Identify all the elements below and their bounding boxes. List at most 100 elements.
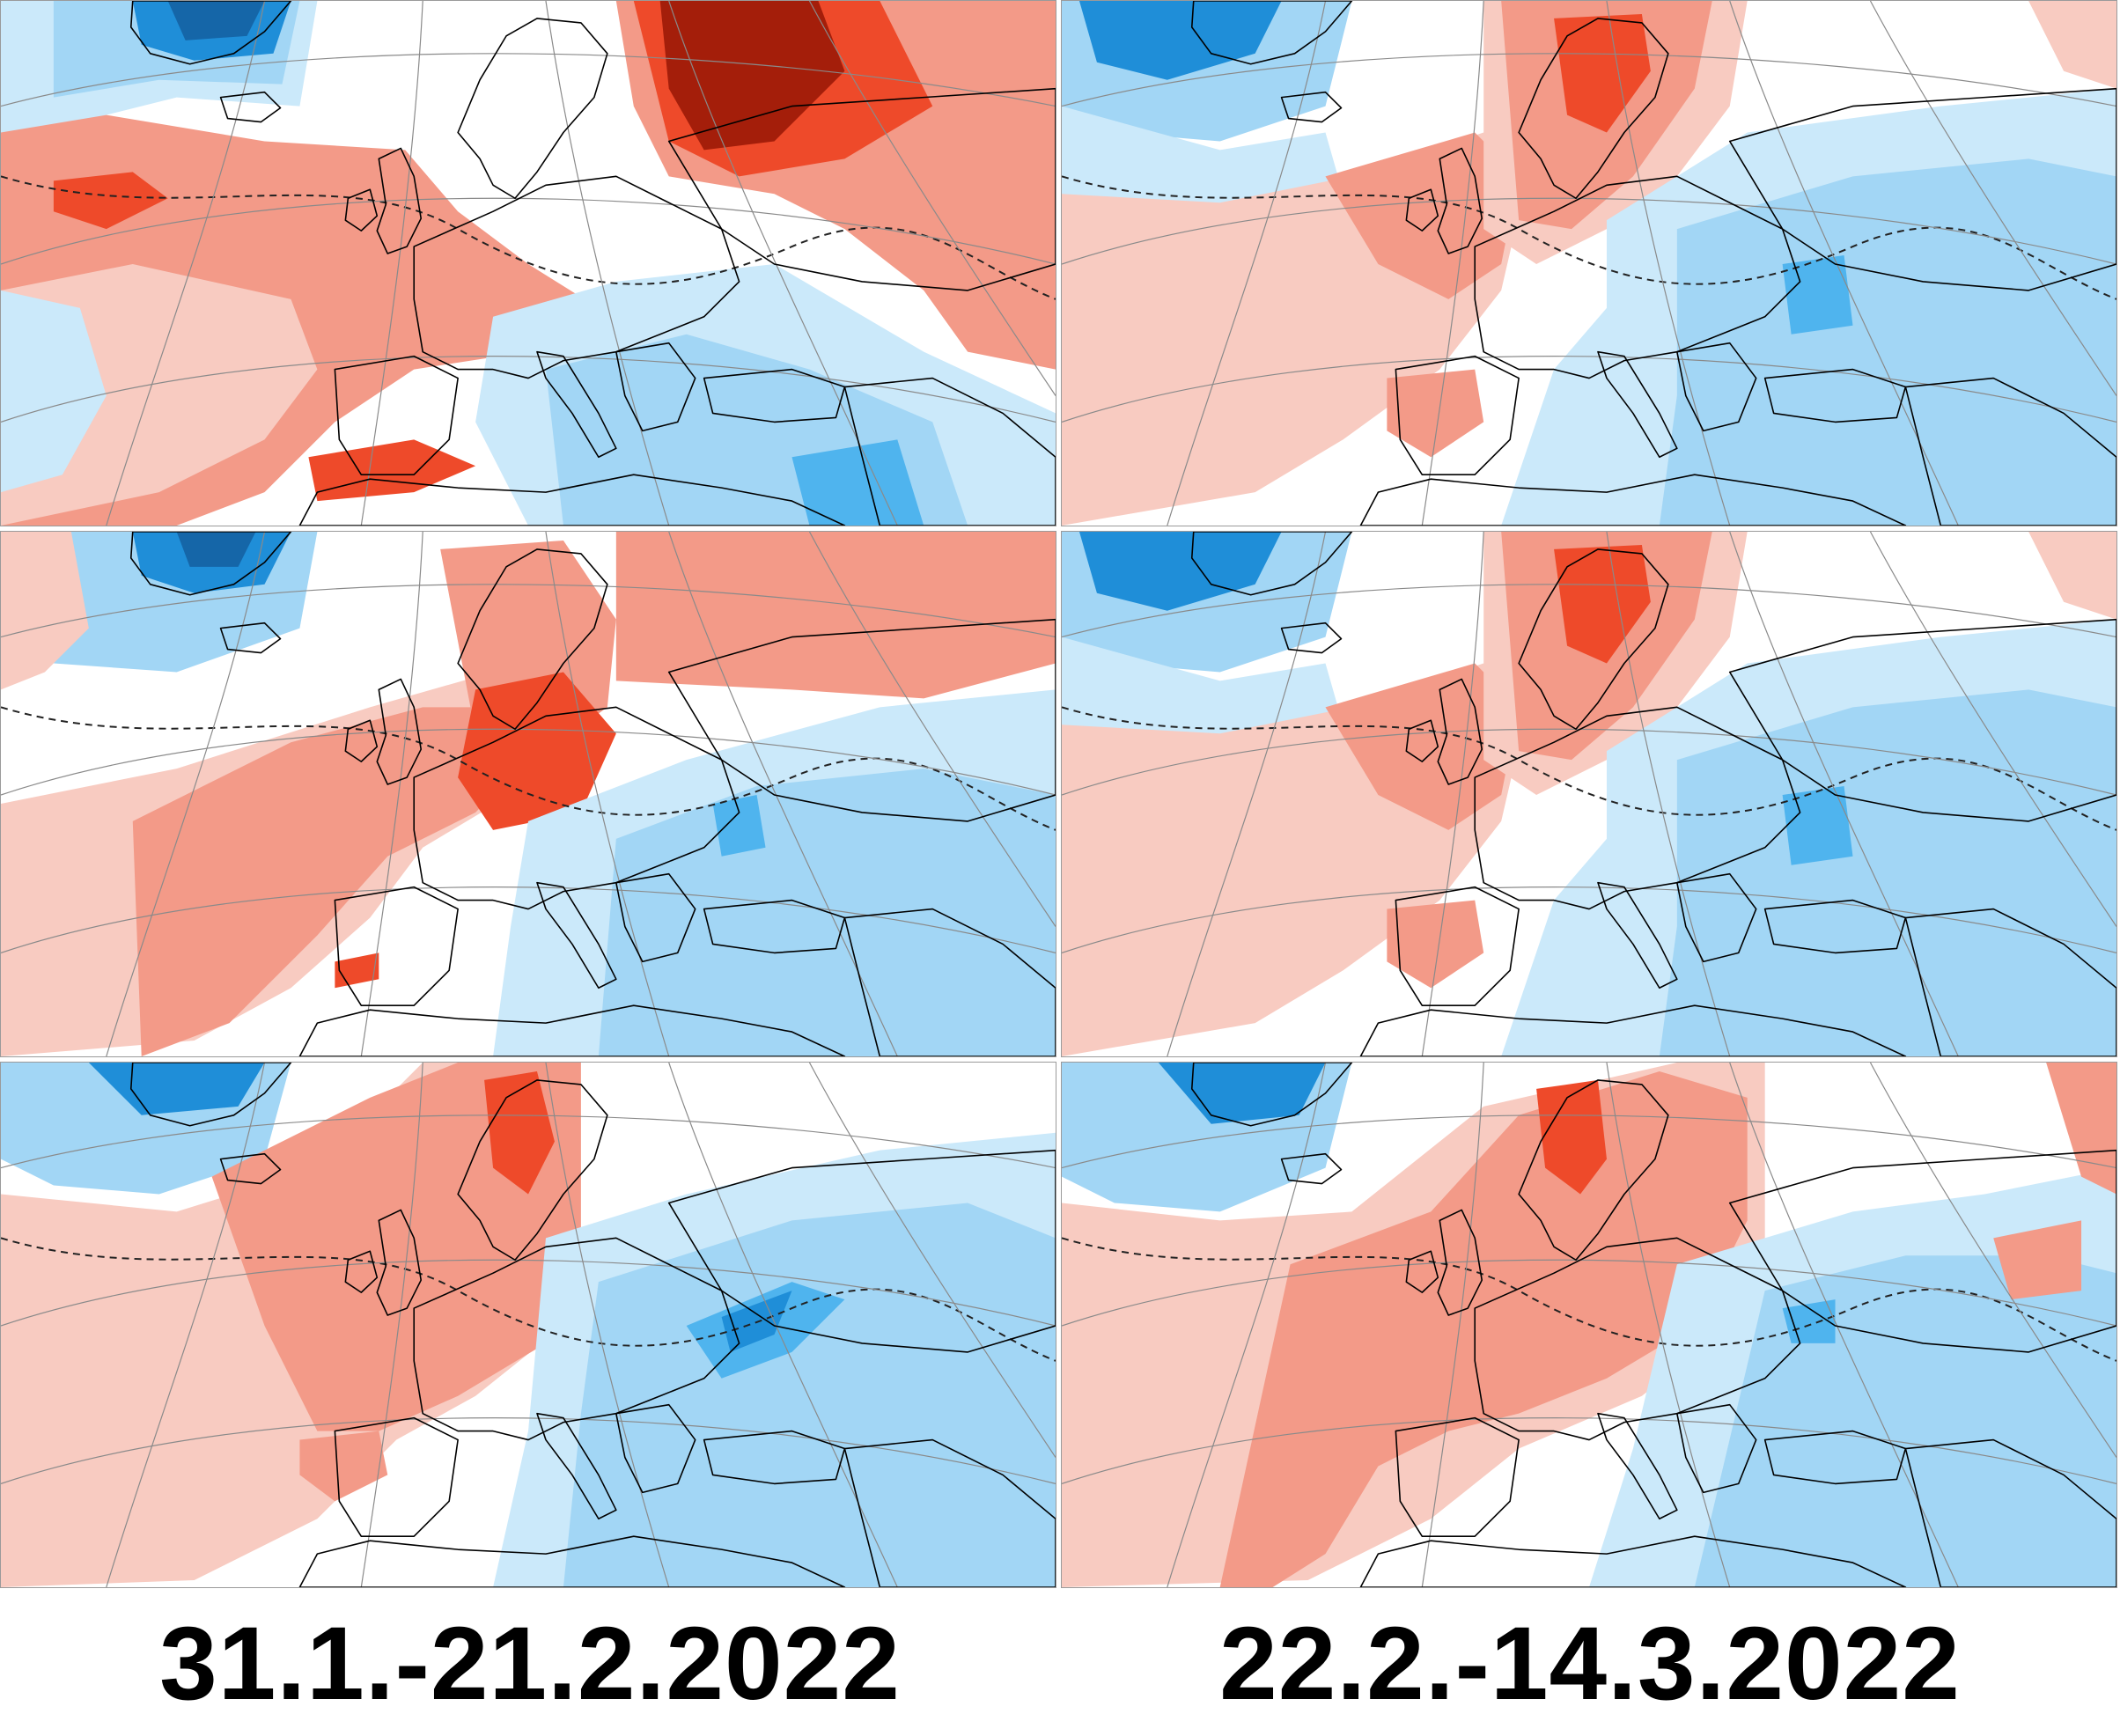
anomaly-region-cool_low [1062,106,1343,221]
anomaly-region-warm_mid [615,532,1056,699]
coastline-greenland [129,1063,292,1127]
coastlines [129,1063,1056,1587]
coastlines [129,1,1056,526]
coastline-greenland [1190,532,1353,596]
anomaly-region-warm_low [1,532,89,690]
anomaly-map-svg [1,532,1056,1056]
anomaly-map-svg [1062,532,2116,1056]
coastline-iceland [219,1152,282,1185]
coastline-turkey [703,899,846,954]
anomaly-region-cool_strong [88,1063,265,1115]
coastline-britain [376,678,423,785]
anomaly-map-row2-left [0,531,1056,1057]
coastline-iceland [219,622,282,654]
coastline-britain [1437,1209,1483,1316]
coastline-europe [1474,706,1801,910]
coastline-italy [1597,350,1678,459]
anomaly-region-cool_high [712,794,766,857]
coastline-russia [667,618,1056,822]
coastline-italy [536,881,617,989]
anomaly-map-svg [1062,1,2116,526]
coastline-britain [1437,147,1483,254]
coastline-scandinavia [1518,548,1669,731]
coastline-europe [1474,175,1801,379]
coastline-balkans [1676,1403,1757,1494]
anomaly-region-warm_mid [1325,663,1520,830]
coastline-iberia [1395,355,1520,475]
anomaly-region-warm_low [2028,1,2116,89]
anomaly-region-warm_mid [299,1431,388,1502]
anomaly-region-cool_deep [176,532,256,567]
coastline-scandinavia [457,548,608,731]
coastline-balkans [615,872,696,963]
coastlines [1190,532,2116,1056]
coastline-italy [1597,1412,1678,1520]
coastline-iberia [1395,1416,1520,1537]
anomaly-region-cool_high [791,439,924,526]
coastline-russia [667,87,1056,291]
coastline-russia [1728,1149,2116,1353]
zero-contour [1,706,1056,831]
anomaly-region-warm_mid [211,1063,581,1431]
coastline-russia [1728,618,2116,822]
coastline-turkey [703,1430,846,1485]
coastline-scandinavia [457,1079,608,1262]
anomaly-region-warm_high [484,1070,555,1195]
anomaly-region-warm_mid [2046,1063,2116,1195]
coastlines [129,532,1056,1056]
anomaly-region-warm_high [1536,1079,1607,1195]
coastline-britain [376,1209,423,1316]
coastline-britain [376,147,423,254]
coastline-iberia [334,886,459,1006]
coastline-europe [413,1237,740,1441]
anomaly-map-row3-right [1061,1062,2117,1588]
coastlines [1190,1063,2116,1587]
anomaly-region-warm_high [335,953,379,989]
coastline-africa [1359,1004,1907,1056]
anomaly-map-row1-right [1061,0,2117,526]
coastline-iceland [219,91,282,123]
coastline-britain [1437,678,1483,785]
coastline-iceland [1280,91,1343,123]
coastline-africa [298,1535,846,1587]
zero-contour [1062,1237,2116,1362]
coastline-russia [1728,87,2116,291]
anomaly-region-warm_mid [132,707,528,1056]
coastline-ireland [1405,719,1439,762]
coastline-europe [413,706,740,910]
period-caption-left: 31.1.-21.2.2022 [159,1606,901,1722]
coastline-scandinavia [1518,18,1669,200]
anomaly-region-warm_strong [659,1,845,151]
coastline-ireland [344,1250,379,1293]
anomaly-shading [1062,1063,2116,1587]
anomaly-region-cool_strong [1158,1063,1326,1124]
coastline-mideast [1904,908,2116,1056]
map-grid [0,0,2117,1588]
coastline-mideast [1904,377,2116,526]
coastline-scandinavia [1518,1079,1669,1262]
coastline-balkans [1676,872,1757,963]
coastline-balkans [1676,342,1757,432]
anomaly-region-warm_mid [1387,900,1484,989]
anomaly-region-warm_mid [1993,1220,2082,1300]
anomaly-map-svg [1,1,1056,526]
coastline-balkans [615,1403,696,1494]
anomaly-region-cool_mid [1659,689,2116,1056]
coastline-turkey [1763,899,1907,954]
coastline-turkey [1763,1430,1907,1485]
graticule [1062,532,2116,1056]
anomaly-region-cool_strong [1078,1,1282,80]
anomaly-region-warm_high [53,172,168,230]
coastline-ireland [1405,1250,1439,1293]
coastline-russia [667,1149,1056,1353]
graticule [1062,1,2116,526]
coastline-scandinavia [457,18,608,200]
anomaly-region-warm_low [2028,532,2116,620]
coastline-africa [1359,474,1907,526]
coastline-mideast [843,908,1056,1056]
anomaly-region-cool_strong [1078,532,1282,611]
anomaly-region-cool_high [1782,786,1853,865]
anomaly-map-svg [1,1063,1056,1587]
coastline-mideast [843,377,1056,526]
graticule [1,1,1056,526]
